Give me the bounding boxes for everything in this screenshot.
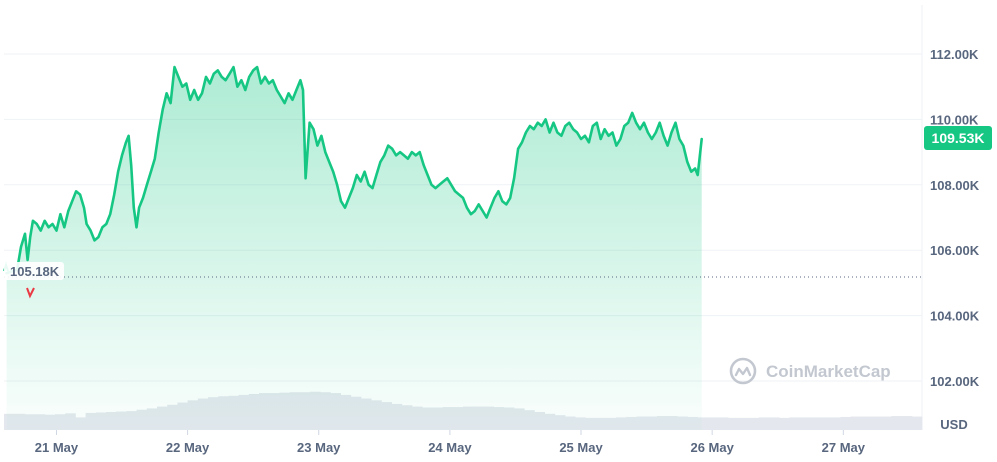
current-price-badge: 109.53K [924, 126, 992, 150]
watermark-text: CoinMarketCap [766, 362, 891, 381]
y-tick-label: 106.00K [930, 243, 980, 258]
price-series-line [5, 65, 703, 275]
open-price-label: 105.18K [10, 264, 60, 279]
volume-bar [891, 416, 902, 430]
volume-bar [697, 417, 709, 430]
volume-bar [840, 416, 851, 430]
down-marker-icon [26, 287, 35, 299]
coinmarketcap-logo-mark-icon [734, 366, 752, 377]
watermark: CoinMarketCap [729, 357, 891, 385]
x-axis: 21 May 22 May 23 May 24 May 25 May 26 May 27 M… [35, 430, 866, 455]
volume-bar [779, 417, 790, 430]
open-price-tag: 105.18K [4, 262, 64, 280]
x-tick-label: 23 May [297, 440, 341, 455]
volume-bar [881, 416, 892, 430]
volume-bar [799, 417, 811, 430]
y-tick-label: 110.00K [930, 112, 979, 127]
volume-bar [728, 417, 739, 430]
volume-bar [718, 417, 729, 430]
volume-bar [911, 416, 923, 430]
x-tick-label: 21 May [35, 440, 79, 455]
x-tick-label: 25 May [559, 440, 603, 455]
volume-bar [738, 417, 749, 430]
volume-bar [809, 417, 821, 430]
y-tick-label: 108.00K [930, 178, 980, 193]
price-area-fill [6, 67, 702, 430]
volume-bar [789, 417, 800, 430]
x-tick-label: 24 May [428, 440, 472, 455]
y-axis: 112.00K 110.00K 108.00K 106.00K 104.00K 102.0… [930, 47, 980, 389]
current-price-badge-bg [924, 126, 992, 150]
current-price-label: 109.53K [932, 130, 985, 146]
volume-bar [820, 417, 831, 430]
volume-bar [860, 416, 872, 430]
price-area [6, 67, 702, 430]
volume-bar [769, 417, 780, 430]
y-tick-label: 104.00K [930, 309, 980, 324]
open-price-tag-bg [4, 262, 64, 280]
y-tick-label: 112.00K [930, 47, 979, 62]
volume-bar [748, 417, 760, 430]
y-tick-label: 102.00K [930, 374, 980, 389]
coinmarketcap-logo-icon [729, 357, 757, 385]
currency-unit-label: USD [940, 417, 967, 432]
volume-bar [707, 417, 719, 430]
volume-bar [901, 416, 913, 430]
x-tick-label: 22 May [166, 440, 210, 455]
volume-bar [830, 417, 841, 430]
volume-bar [850, 416, 862, 430]
volume-bar [758, 417, 770, 430]
x-tick-label: 26 May [690, 440, 734, 455]
price-line [5, 65, 703, 275]
x-tick-label: 27 May [822, 440, 866, 455]
volume-bar [871, 416, 882, 430]
